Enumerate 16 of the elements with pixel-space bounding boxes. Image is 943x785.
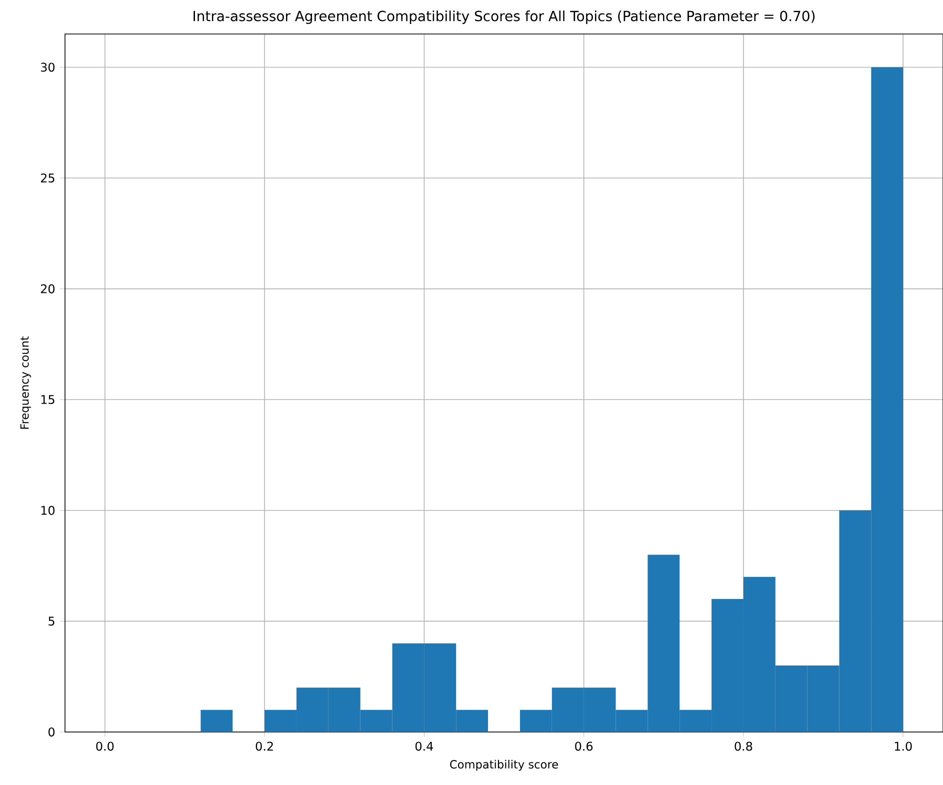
x-tick-label: 1.0 [894, 742, 912, 751]
y-tick-label: 0 [48, 727, 55, 737]
y-tick-label: 10 [41, 506, 55, 515]
y-tick-label: 25 [40, 174, 54, 183]
x-axis-title: Compatibility score [450, 760, 558, 771]
y-tick-label: 5 [48, 616, 54, 626]
y-axis-title: Frequency count [20, 336, 31, 429]
y-tick-label: 20 [40, 284, 55, 294]
x-tick-label: 0.6 [575, 742, 593, 751]
y-tick-label: 15 [41, 395, 54, 404]
chart-title: Intra-assessor Agreement Compatibility Scores for All Topics (Patience Parameter = 0.70) [194, 10, 815, 24]
x-tick-label: 0.4 [415, 742, 434, 751]
x-tick-label: 0.8 [734, 742, 752, 751]
y-tick-label: 30 [41, 62, 55, 72]
x-tick-label: 0.0 [96, 742, 114, 751]
x-tick-label: 0.2 [256, 742, 273, 751]
